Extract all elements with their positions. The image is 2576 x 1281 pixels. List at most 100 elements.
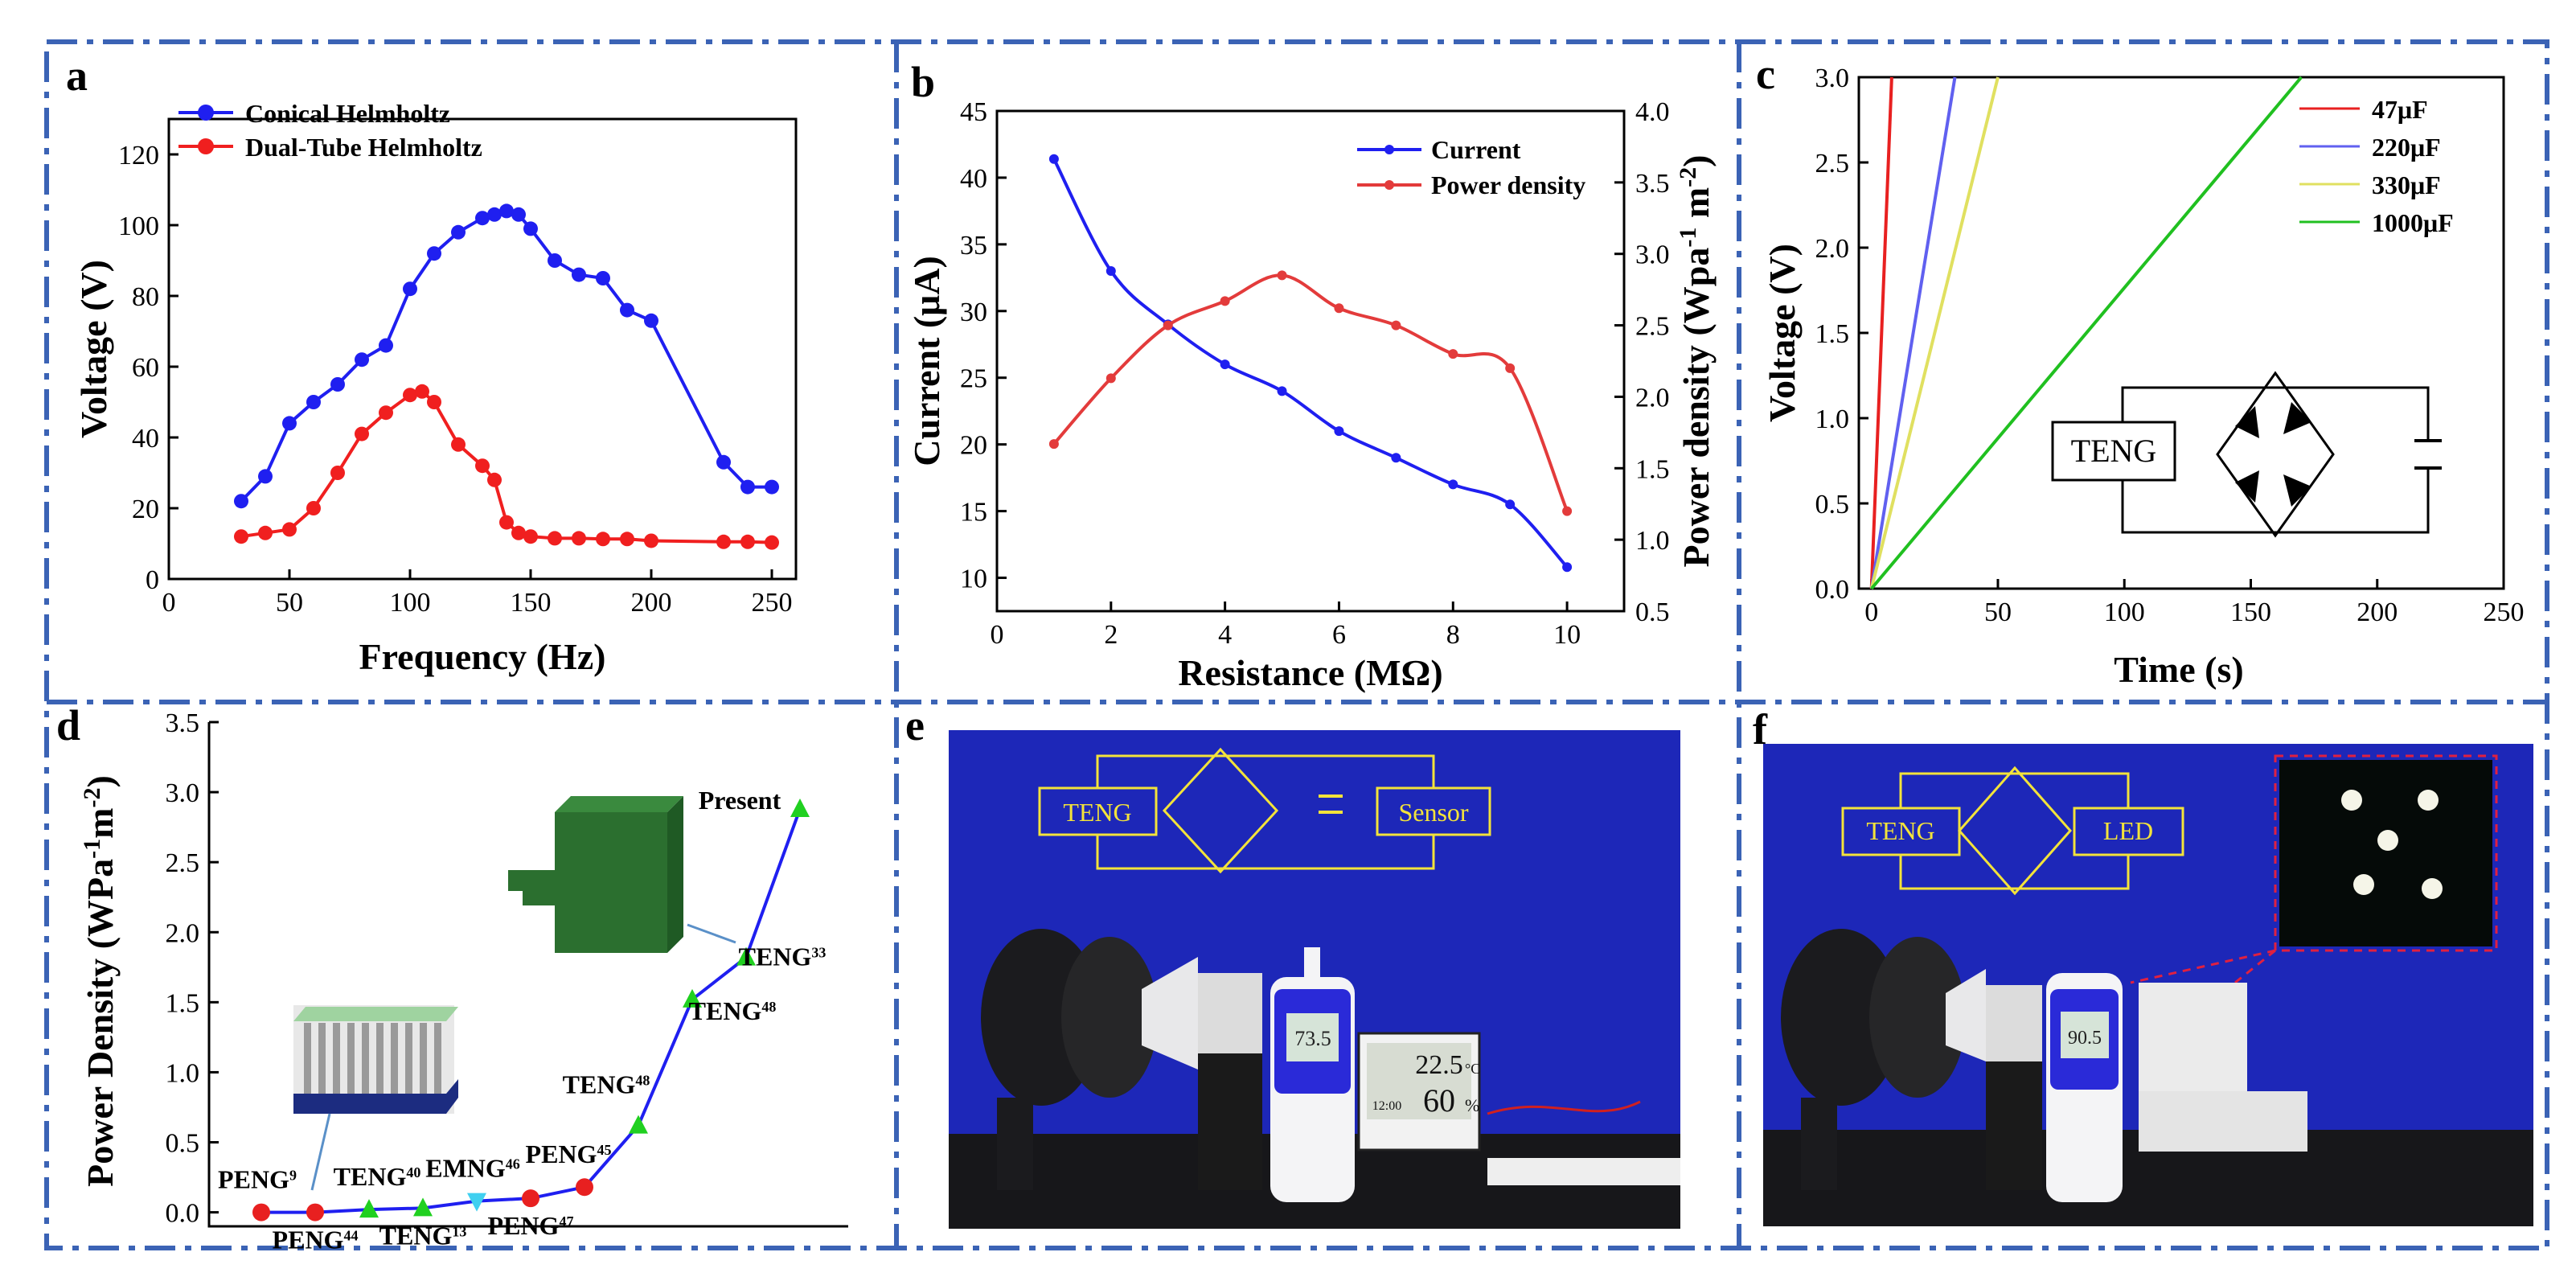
chart-a-xtick-label-2: 100: [390, 588, 431, 618]
chart-a-ytick-label-5: 100: [118, 211, 159, 241]
chart-d-point-8: [683, 988, 702, 1008]
inset-teng-box: [2051, 421, 2176, 482]
chart-b-series-1-line: [1052, 273, 1569, 512]
photo-f-led-inset: [2279, 760, 2492, 946]
chart-d-ylabel-a: Power Density (WPa: [80, 859, 121, 1187]
chart-a-series-1-point-11: [475, 458, 490, 474]
chart-a-series-0-point-20: [716, 454, 731, 470]
panel-letter-b: b: [911, 58, 935, 106]
chart-a-series-0-point-21: [740, 479, 755, 495]
legend-c-label-3: 330μF: [2372, 170, 2441, 199]
chart-a-ticks: 0 50 100 150 200 250 0 20 40 60 80 100 120: [118, 141, 793, 618]
chart-b-right-ytick-label-6: 3.5: [1635, 169, 1670, 199]
chart-b-series-1-point-2: [1163, 320, 1173, 331]
chart-b-series-0-point-7: [1448, 479, 1458, 490]
chart-c-series: [1869, 76, 2303, 590]
photo-e-sensor-label: Sensor: [1398, 798, 1468, 827]
pillar-4: [362, 1023, 369, 1094]
chart-a-series-1-point-4: [330, 466, 345, 480]
photo-f-wire-bottom: [1899, 855, 2130, 890]
chart-c-ytick-label-4: 2.0: [1815, 234, 1850, 264]
cube-device-illustration: [508, 796, 736, 953]
chart-a-series-1-point-21: [716, 534, 731, 549]
chart-a-xtick-label-3: 150: [511, 588, 552, 618]
chart-d-ytick-label-7: 3.5: [166, 708, 200, 738]
chart-b-xtick-label-5: 10: [1553, 620, 1581, 650]
pillar-pointer: [310, 1113, 331, 1191]
photo-f-wire-top: [1899, 772, 2130, 808]
chart-a-series-1-point-1: [258, 525, 273, 540]
pillar-device-illustration: [293, 1005, 458, 1191]
chart-b-ylabel-right: Power density (Wpa-1 m-2): [1675, 155, 1717, 568]
chart-c-ytick-label-2: 1.0: [1815, 404, 1850, 434]
photo-e-clock: 12:00: [1372, 1099, 1401, 1113]
chart-a-xtick-label-5: 250: [752, 588, 793, 618]
chart-b-ytick-label-5: 35: [960, 231, 987, 261]
chart-a-series-1-point-23: [765, 535, 779, 550]
chart-a-series-1-point-6: [379, 405, 393, 421]
chart-b-right-ytick-label-2: 1.5: [1635, 454, 1670, 484]
chart-d-point-10: [790, 798, 810, 817]
chart-a-ytick-label-2: 40: [132, 424, 159, 454]
chart-b-right-ytick-label-1: 1.0: [1635, 526, 1670, 556]
legend-b-marker-2: [1384, 180, 1394, 190]
chart-a-xtick-label-4: 200: [631, 588, 672, 618]
chart-d-ytick-label-2: 1.0: [166, 1058, 200, 1088]
photo-f-speaker-cone: [1869, 937, 1966, 1098]
chart-a-series-1-point-13: [499, 515, 514, 530]
chart-d-axes: [207, 722, 848, 1228]
chart-a-ytick-label-0: 0: [146, 565, 159, 595]
rectifier-inset: TENG: [2051, 371, 2442, 538]
chart-b-series-1-point-9: [1562, 506, 1573, 516]
chart-d-point-5: [522, 1189, 539, 1208]
chart-a-series-0-point-18: [620, 302, 634, 318]
chart-b-series-0-point-4: [1277, 386, 1287, 396]
chart-d-point-1: [306, 1203, 324, 1221]
chart-d-ylabel: Power Density (WPa-1m-2): [79, 775, 121, 1187]
chart-b-ticks: 0 2 4 6 8 10 10 15 20 25 30 35 40 45 0.5 1.0 1.5 2.0 2.5 3.…: [960, 97, 1670, 650]
photo-e-box: [1198, 973, 1262, 1053]
chart-d-point-0: [252, 1203, 270, 1221]
photo-e-teng-label: TENG: [1063, 798, 1131, 827]
chart-d-ytick-label-4: 2.0: [166, 918, 200, 948]
chart-a-series-1-point-16: [548, 531, 562, 546]
chart-b-ytick-label-0: 10: [960, 565, 987, 594]
cube-side: [667, 796, 683, 953]
cube-tube-2: [523, 885, 569, 905]
chart-c-ylabel: Voltage (V): [1762, 244, 1803, 422]
chart-a-xlabel: Frequency (Hz): [359, 636, 605, 677]
inset-teng-label: TENG: [2071, 433, 2157, 469]
chart-b-ylabel: Current (μA): [906, 256, 947, 466]
chart-b-series-0-point-1: [1105, 266, 1116, 277]
chart-a: 0 50 100 150 200 250 0 20 40 60 80 100 120 Frequency…: [73, 99, 798, 677]
legend-a-marker-1: [198, 105, 214, 121]
chart-b-xtick-label-4: 8: [1446, 620, 1460, 650]
photo-f-led-4: [2353, 874, 2374, 895]
chart-d-point-4: [467, 1193, 486, 1212]
chart-c-ytick-label-0: 0.0: [1815, 575, 1850, 605]
chart-a-series-1-point-9: [427, 395, 441, 409]
chart-a-series-0-point-13: [511, 207, 526, 222]
chart-a-ytick-label-4: 80: [132, 282, 159, 312]
chart-d-label-1: PENG44: [273, 1226, 359, 1254]
photo-e-wire-red: [1487, 1100, 1641, 1115]
photo-f-speaker-stand: [1801, 1098, 1837, 1190]
chart-c: 0 50 100 150 200 250 0.0 0.5 1.0 1.5 2.0 2.5 3.0 Tim…: [1762, 64, 2525, 690]
chart-b-frame: [995, 109, 1626, 613]
photo-f-box-stand: [1986, 1061, 2042, 1190]
inset-wire-top: [2121, 386, 2430, 441]
pillar-3: [347, 1023, 355, 1094]
inset-diode-2: [2283, 402, 2311, 434]
chart-d-ytick-label-6: 3.0: [166, 778, 200, 808]
pillar-2: [333, 1023, 340, 1094]
chart-d-ticks: 0.0 0.5 1.0 1.5 2.0 2.5 3.0 3.5: [166, 708, 219, 1229]
panel-letter-c: c: [1756, 50, 1775, 98]
chart-b-ytick-label-1: 15: [960, 498, 987, 528]
chart-b-legend: Current Power density: [1357, 135, 1585, 199]
chart-b: 0 2 4 6 8 10 10 15 20 25 30 35 40 45 0.5 1.0 1.5 2.0 2.5 3.…: [906, 97, 1717, 693]
chart-b-series-1-point-3: [1220, 296, 1230, 306]
chart-a-series-0-point-8: [427, 246, 441, 261]
pillar-top-plate: [293, 1007, 458, 1021]
chart-a-series-0-point-22: [765, 479, 779, 495]
